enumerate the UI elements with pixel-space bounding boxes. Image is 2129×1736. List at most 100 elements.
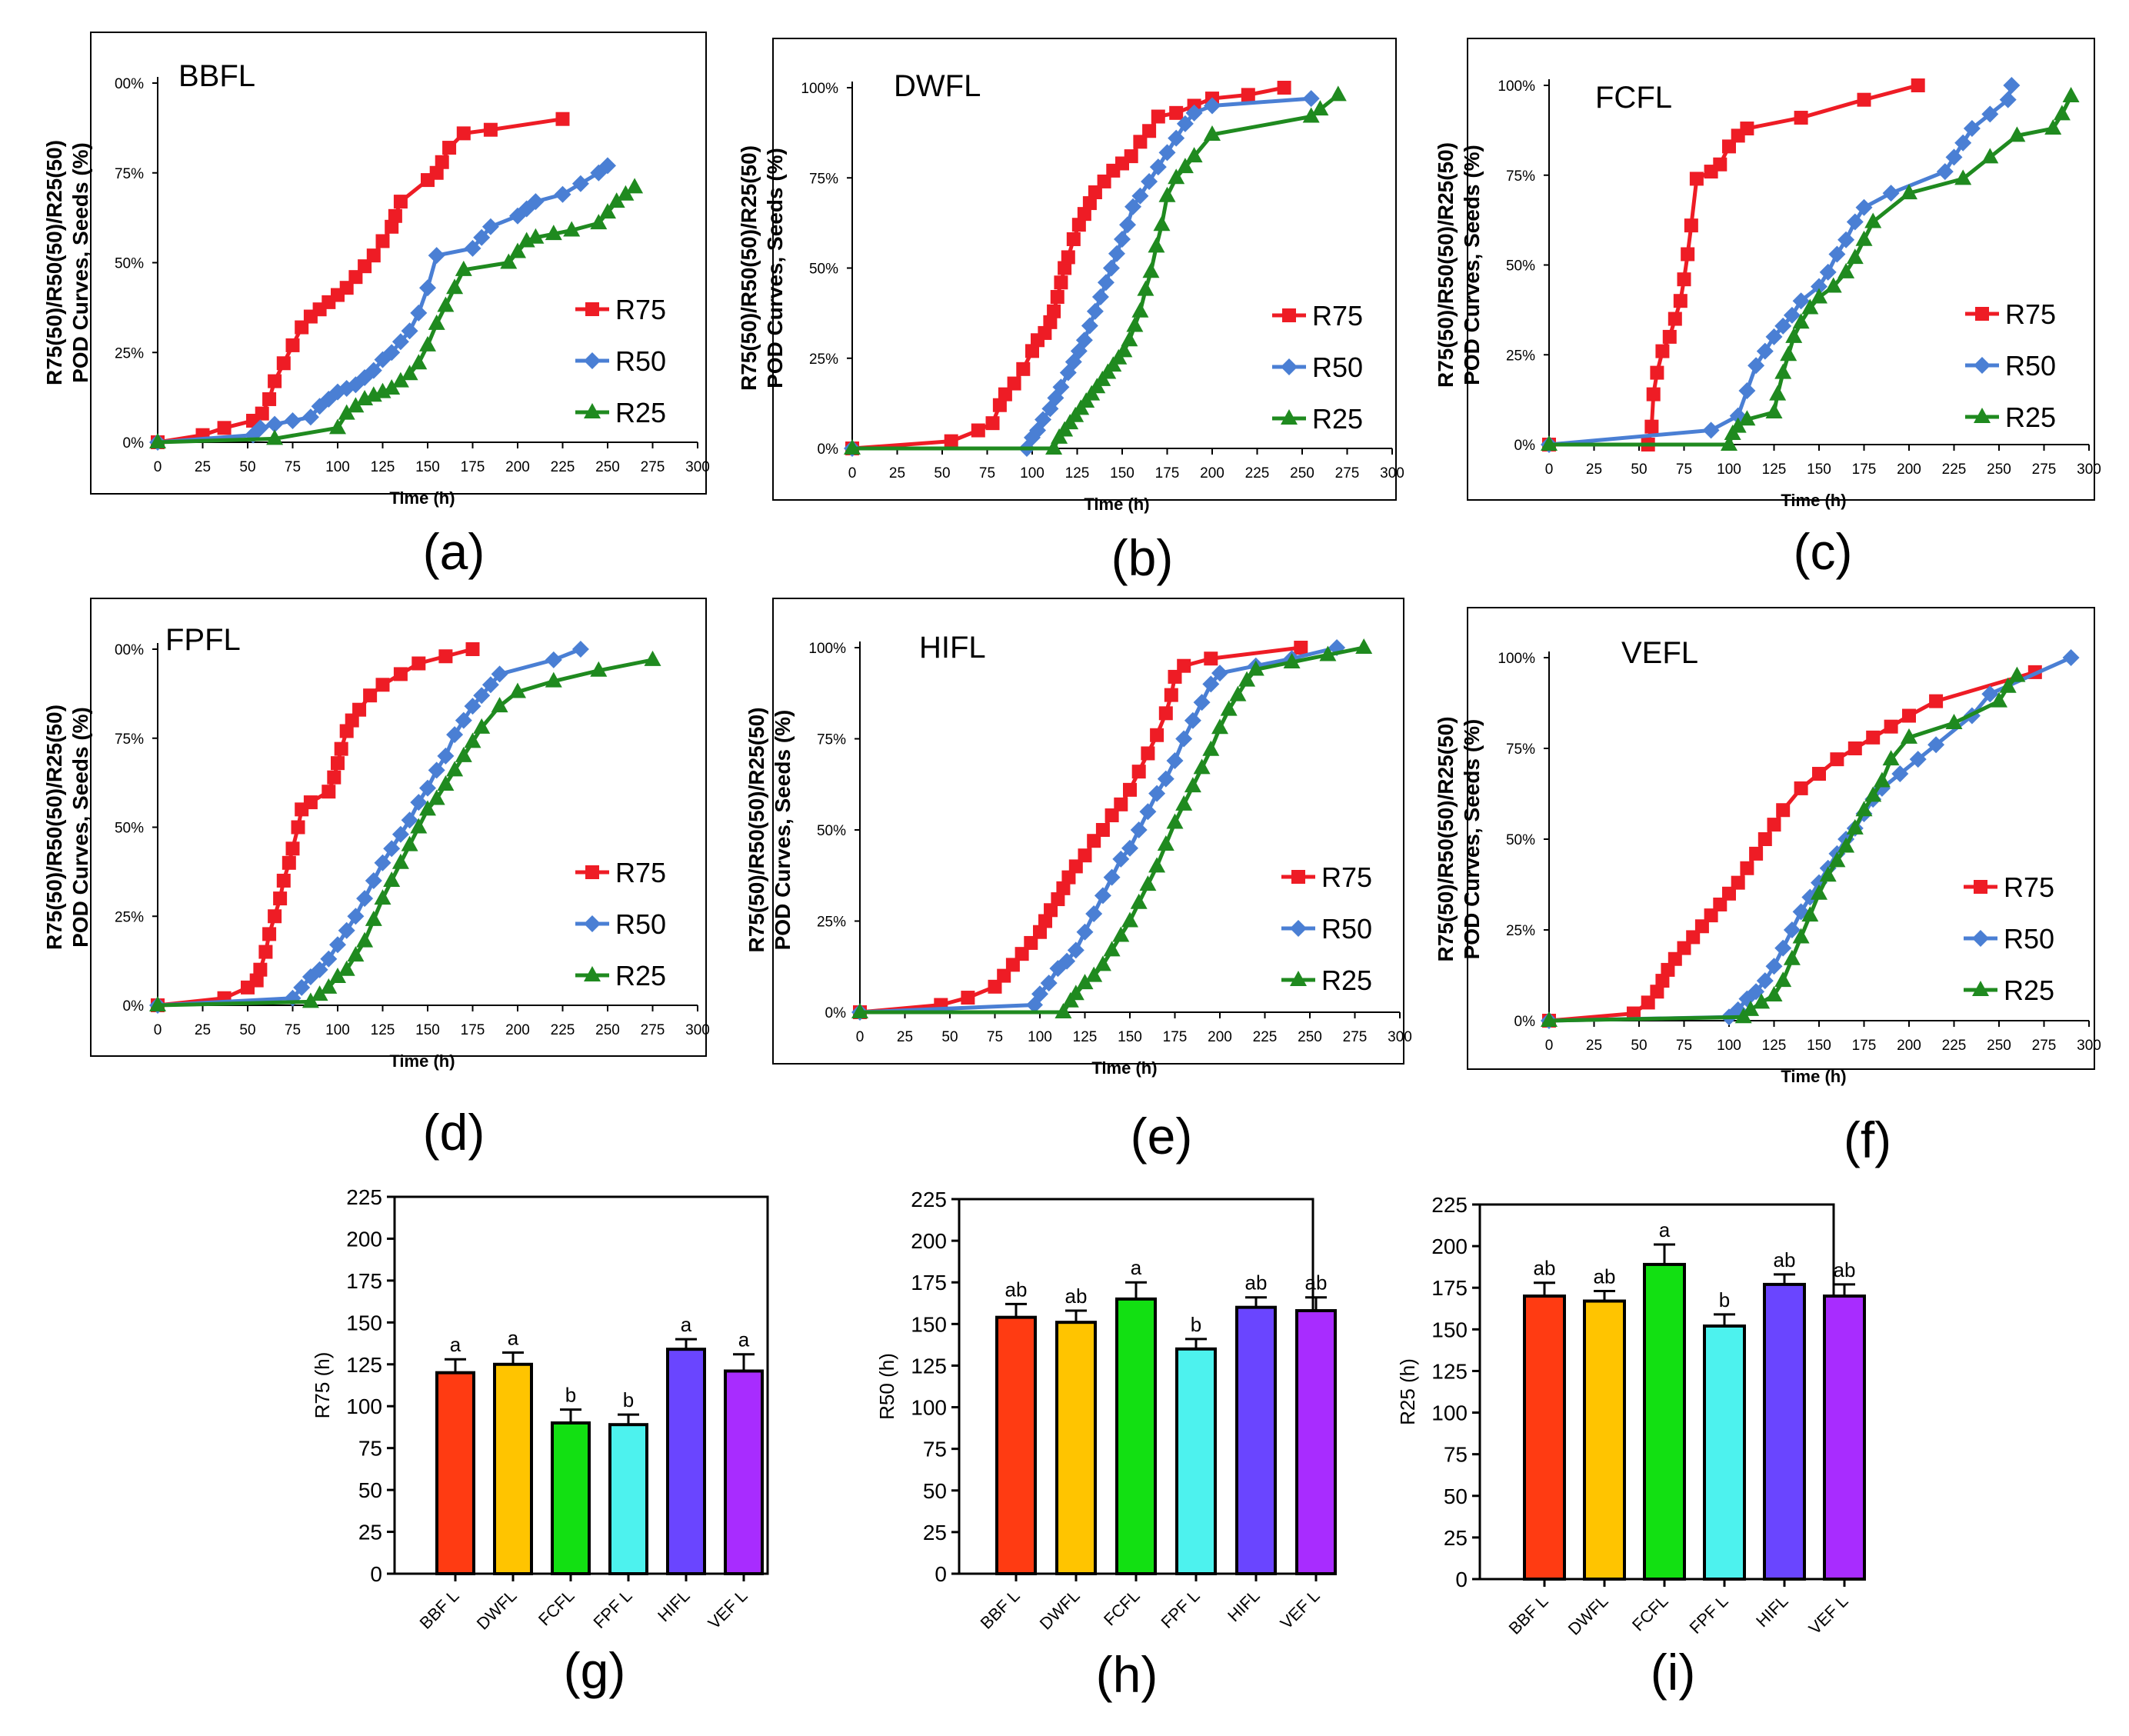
data-point-R50 [1702,422,1720,439]
significance-letter: ab [1834,1258,1856,1281]
data-point-R75 [1767,818,1781,832]
data-point-R25 [1153,215,1171,232]
legend-label-R75: R75 [615,857,666,888]
data-point-R25 [626,178,644,194]
data-point-R50 [1124,198,1142,215]
data-point-R75 [331,756,345,771]
data-point-R25 [1738,410,1756,426]
series-R25 [1541,87,2080,451]
data-point-R50 [1756,972,1774,990]
panel-sublabel: (b) [1111,529,1174,586]
significance-letter: ab [1305,1271,1328,1295]
panel-sublabel: (d) [423,1104,485,1161]
data-point-R50 [1031,985,1048,1003]
data-point-R25 [1811,884,1827,900]
data-point-R25 [428,314,445,330]
data-point-R75 [992,398,1007,412]
y-tick-label: 25% [1506,348,1535,364]
data-point-R25 [473,718,491,734]
y-tick-label: 00% [115,76,144,92]
x-tick-label: VEF L [1277,1586,1324,1633]
data-point-R25 [1202,740,1220,756]
data-point-R25 [1166,813,1184,829]
series-R75 [1542,78,1925,451]
data-point-R25 [149,996,166,1011]
y-tick-label: 75 [923,1438,947,1461]
data-point-R75 [1713,897,1728,911]
x-tick-label: 75 [285,459,301,475]
data-point-R75 [1104,808,1119,823]
data-point-R25 [1229,685,1247,701]
data-point-R50 [2003,77,2021,94]
legend-marker-R25 [1972,981,1989,996]
data-point-R75 [1655,344,1670,358]
data-point-R25 [302,992,319,1008]
y-tick-label: 75% [115,166,144,182]
y-tick-label: 0% [1514,1014,1536,1030]
data-point-R50 [410,794,428,811]
x-tick-label: 225 [551,459,575,475]
x-axis-label: Time (h) [389,1051,455,1071]
legend-label-R50: R50 [2005,350,2056,382]
y-tick-label: 225 [1431,1193,1468,1217]
legend-label-R25: R25 [2005,402,2056,433]
y-axis-label: R75(50)/R50(50)/R25(50) POD Curves, Seeds… [745,707,795,952]
data-point-R25 [1864,212,1882,228]
bar [1235,1305,1277,1575]
y-tick-label: 0 [935,1562,947,1586]
data-point-R50 [1102,259,1120,277]
data-point-R25 [1130,893,1148,909]
data-point-R75 [1689,172,1704,186]
panel-title: FCFL [1595,81,1672,115]
data-point-R75 [273,891,288,906]
y-tick-label: 25% [115,909,144,925]
data-point-R50 [473,687,491,705]
x-axis-label: Time (h) [1781,491,1846,510]
data-point-R25 [1785,327,1803,343]
data-point-R50 [1963,120,1981,138]
y-axis-label-line-1: R75(50)/R50(50)/R25(50) [42,140,66,385]
data-point-R75 [1088,185,1102,200]
significance-letter: ab [1005,1278,1028,1301]
legend-label-R75: R75 [2005,298,2056,330]
data-point-R25 [1220,700,1238,716]
data-point-R50 [455,711,472,729]
panel-frame [90,32,707,495]
y-tick-label: 50 [1444,1484,1468,1508]
y-tick-label: 100% [808,641,846,657]
data-point-R75 [363,688,378,703]
x-tick-label: 200 [1897,461,1921,478]
y-tick-label: 25% [1506,923,1535,939]
data-point-R50 [1981,685,1999,703]
data-point-R75 [352,702,367,717]
data-point-R25 [1311,100,1329,116]
x-tick-label: 50 [941,1029,958,1045]
data-point-R50 [383,840,401,858]
data-point-R75 [961,991,975,1005]
data-point-R50 [1909,751,1927,768]
data-point-R75 [1044,903,1058,918]
data-point-R50 [1954,134,1972,152]
y-tick-label: 0% [123,998,145,1015]
x-tick-label: 100 [325,1022,350,1038]
significance-letter: b [1719,1288,1730,1311]
series-line-R50 [852,96,1311,451]
legend-label-R75: R75 [1312,300,1363,332]
legend-label-R50: R50 [615,345,666,377]
data-point-R25 [1873,771,1891,788]
data-point-R50 [419,279,436,297]
data-point-R25 [1753,993,1771,1009]
legend-marker-R75 [585,865,599,879]
data-point-R25 [464,732,481,748]
data-point-R25 [599,203,616,219]
x-tick-label: DWFL [1036,1586,1084,1634]
data-point-R75 [322,785,336,799]
series-R75 [853,641,1308,1019]
data-point-R50 [419,779,436,797]
line-panel-f: 0 25 50 75 100 125 150 175 200 225 250 275 300 0% 25% 5… [1434,607,2101,1168]
data-point-R25 [1846,248,1864,265]
data-point-R25 [329,967,346,983]
x-tick-label: 300 [685,459,710,475]
x-tick-label: FPF L [1157,1586,1203,1632]
y-tick-label: 50% [809,262,838,278]
